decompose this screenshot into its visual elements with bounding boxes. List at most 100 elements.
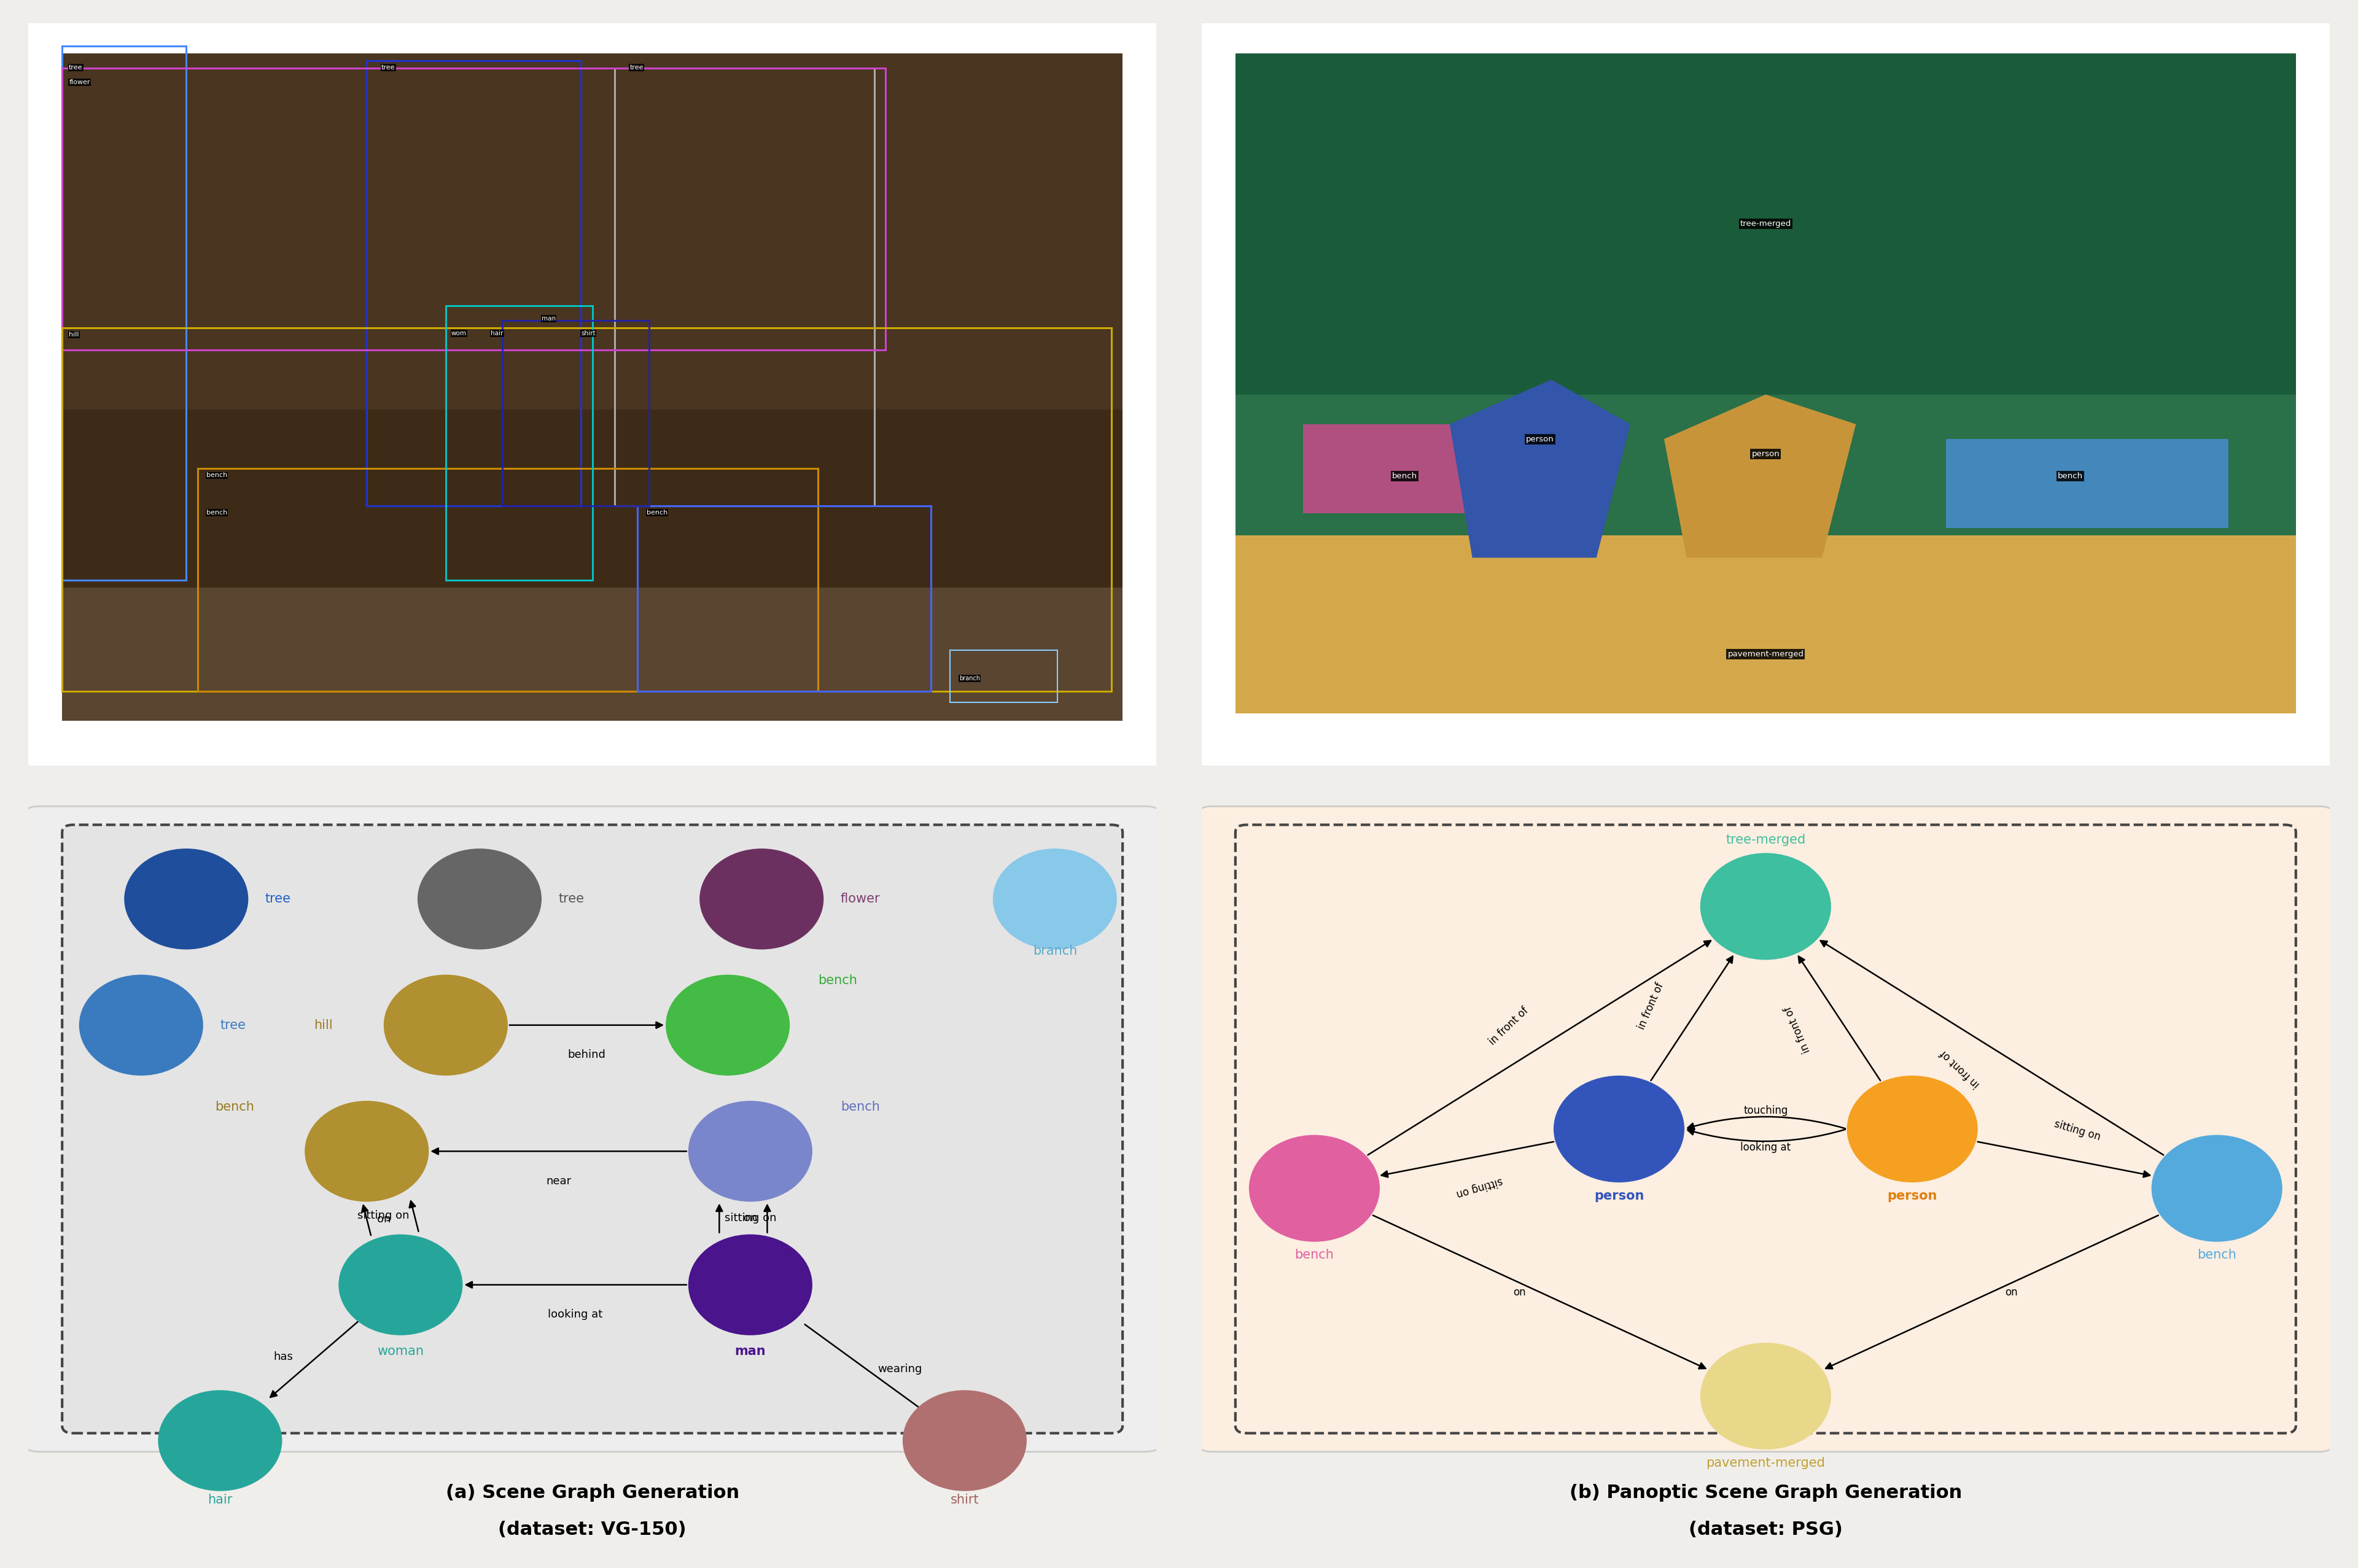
Text: branch: branch: [1033, 946, 1078, 956]
Text: has: has: [274, 1352, 292, 1363]
Text: tree-merged: tree-merged: [1726, 834, 1806, 845]
Bar: [61, 45, 186, 580]
FancyBboxPatch shape: [1196, 806, 2334, 1452]
Bar: [502, 320, 648, 506]
Bar: [1236, 535, 2297, 713]
Text: hair: hair: [490, 331, 502, 337]
Text: sitting on: sitting on: [724, 1212, 776, 1223]
Text: (dataset: VG-150): (dataset: VG-150): [498, 1521, 686, 1538]
Ellipse shape: [689, 1234, 814, 1336]
Text: sitting on: sitting on: [358, 1210, 410, 1221]
Text: tree: tree: [559, 892, 585, 905]
Text: tree-merged: tree-merged: [1740, 220, 1792, 227]
Text: on: on: [377, 1214, 391, 1225]
Bar: [1945, 439, 2228, 528]
Text: behind: behind: [568, 1049, 606, 1060]
Bar: [1304, 425, 1552, 513]
Ellipse shape: [384, 975, 507, 1076]
Text: near: near: [547, 1176, 571, 1187]
Bar: [61, 328, 1111, 691]
Text: looking at: looking at: [1740, 1142, 1790, 1152]
Ellipse shape: [665, 975, 790, 1076]
FancyBboxPatch shape: [24, 20, 1162, 770]
Bar: [368, 61, 580, 506]
Text: bench: bench: [2198, 1250, 2235, 1261]
Bar: [198, 469, 818, 691]
Text: in front of: in front of: [1488, 1005, 1530, 1047]
Ellipse shape: [340, 1234, 462, 1336]
Text: bench: bench: [839, 1101, 880, 1113]
Text: man: man: [542, 315, 556, 321]
FancyBboxPatch shape: [24, 806, 1162, 1452]
Text: person: person: [1526, 434, 1554, 444]
Text: looking at: looking at: [547, 1309, 604, 1320]
Ellipse shape: [80, 975, 203, 1076]
Bar: [61, 588, 1122, 721]
Bar: [615, 67, 875, 506]
Text: shirt: shirt: [950, 1494, 979, 1507]
Text: branch: branch: [960, 676, 981, 682]
Text: (dataset: PSG): (dataset: PSG): [1688, 1521, 1842, 1538]
Bar: [950, 651, 1056, 702]
Text: in front of: in front of: [1938, 1047, 1983, 1090]
Text: shirt: shirt: [580, 331, 597, 337]
Ellipse shape: [417, 848, 542, 950]
Text: bench: bench: [818, 974, 858, 986]
Text: tree: tree: [264, 892, 290, 905]
Bar: [198, 469, 818, 691]
Text: (b) Panoptic Scene Graph Generation: (b) Panoptic Scene Graph Generation: [1570, 1483, 1962, 1502]
Text: bench: bench: [646, 510, 667, 516]
Text: bench: bench: [215, 1101, 255, 1113]
Bar: [61, 53, 1122, 409]
Polygon shape: [1665, 395, 1856, 558]
Text: tree: tree: [68, 64, 83, 71]
Ellipse shape: [158, 1391, 283, 1491]
FancyBboxPatch shape: [61, 825, 1122, 1433]
Ellipse shape: [304, 1101, 429, 1201]
Text: bench: bench: [208, 472, 229, 478]
Text: tree: tree: [219, 1019, 245, 1032]
Text: pavement-merged: pavement-merged: [1707, 1457, 1825, 1469]
Text: touching: touching: [1743, 1105, 1787, 1116]
Text: tree: tree: [630, 64, 644, 71]
Ellipse shape: [993, 848, 1118, 950]
Text: on: on: [1514, 1287, 1526, 1298]
Polygon shape: [1450, 379, 1629, 558]
Text: flower: flower: [839, 892, 880, 905]
Text: in front of: in front of: [1636, 982, 1665, 1030]
Bar: [1236, 53, 2297, 558]
Text: hill: hill: [68, 331, 80, 337]
FancyBboxPatch shape: [1236, 825, 2297, 1433]
Text: on: on: [2004, 1287, 2018, 1298]
Text: sitting on: sitting on: [2054, 1118, 2101, 1143]
Bar: [446, 306, 592, 580]
Text: pavement-merged: pavement-merged: [1728, 651, 1804, 659]
Text: person: person: [1886, 1190, 1938, 1203]
Text: flower: flower: [68, 78, 90, 85]
Ellipse shape: [1700, 1342, 1832, 1449]
Ellipse shape: [125, 848, 248, 950]
Text: (a) Scene Graph Generation: (a) Scene Graph Generation: [446, 1483, 738, 1502]
Ellipse shape: [689, 1101, 814, 1201]
Text: bench: bench: [208, 510, 229, 516]
Ellipse shape: [2150, 1135, 2283, 1242]
Text: bench: bench: [1391, 472, 1417, 480]
Text: person: person: [1594, 1190, 1644, 1203]
Text: man: man: [736, 1345, 766, 1358]
Text: bench: bench: [1295, 1250, 1335, 1261]
Bar: [61, 67, 887, 350]
Text: wom: wom: [450, 331, 467, 337]
Text: woman: woman: [377, 1345, 424, 1358]
Text: tree: tree: [382, 64, 396, 71]
Text: hair: hair: [208, 1494, 233, 1507]
Ellipse shape: [1700, 853, 1832, 960]
Ellipse shape: [1846, 1076, 1978, 1182]
Text: in front of: in front of: [1783, 1005, 1813, 1055]
Ellipse shape: [1250, 1135, 1379, 1242]
Ellipse shape: [1554, 1076, 1684, 1182]
FancyBboxPatch shape: [1196, 20, 2334, 770]
Text: hill: hill: [314, 1019, 332, 1032]
Text: person: person: [1752, 450, 1780, 458]
Text: on: on: [743, 1212, 757, 1223]
Ellipse shape: [700, 848, 823, 950]
